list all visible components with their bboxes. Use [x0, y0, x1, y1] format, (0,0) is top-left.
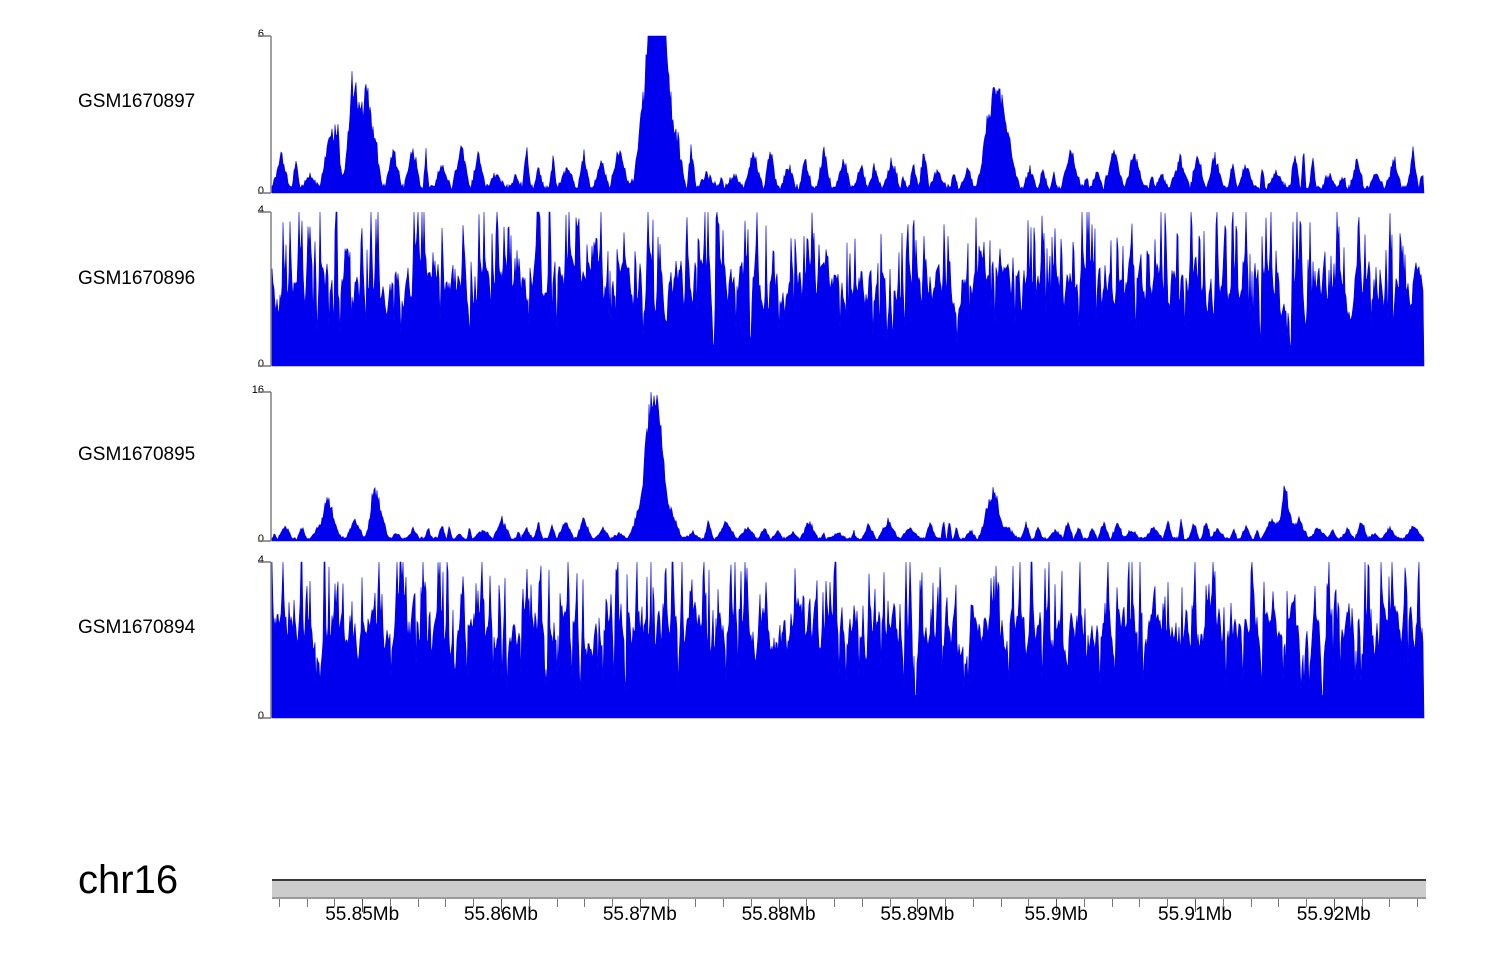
coverage-area-GSM1670897: [271, 35, 1425, 194]
track-label-GSM1670897: GSM1670897: [78, 91, 196, 112]
axis-tick-major: [1194, 899, 1196, 912]
axis-max-GSM1670895: 16: [251, 384, 264, 396]
y-axis-GSM1670897: [258, 35, 272, 194]
coverage-track-GSM1670895: [258, 391, 1425, 542]
axis-tick-label: 55.88Mb: [741, 904, 816, 925]
ideogram-bar: [272, 879, 1426, 899]
chromosome-label: chr16: [78, 858, 179, 902]
axis-tick-minor: [417, 899, 419, 907]
axis-tick-minor: [1250, 899, 1252, 907]
axis-tick-minor: [278, 899, 280, 907]
axis-tick-minor: [1222, 899, 1224, 907]
axis-tick-minor: [445, 899, 447, 907]
axis-max-GSM1670896: 4: [257, 204, 264, 216]
axis-tick-minor: [1139, 899, 1141, 907]
axis-tick-minor: [334, 899, 336, 907]
axis-tick-minor: [1083, 899, 1085, 907]
coverage-track-GSM1670896: [258, 211, 1425, 367]
track-label-GSM1670894: GSM1670894: [78, 617, 196, 638]
track-label-GSM1670896: GSM1670896: [78, 268, 196, 289]
axis-tick-major: [362, 899, 364, 912]
axis-tick-minor: [889, 899, 891, 907]
axis-tick-minor: [1306, 899, 1308, 907]
axis-tick-minor: [1417, 899, 1419, 907]
axis-tick-minor: [1000, 899, 1002, 907]
y-axis-GSM1670896: [258, 211, 272, 367]
axis-tick-major: [1333, 899, 1335, 912]
axis-tick-minor: [1167, 899, 1169, 907]
axis-tick-minor: [806, 899, 808, 907]
axis-min-GSM1670895: 0: [257, 533, 264, 545]
axis-max-GSM1670897: 6: [257, 28, 264, 40]
axis-tick-label: 55.92Mb: [1296, 904, 1371, 925]
y-axis-GSM1670894: [258, 561, 272, 719]
axis-tick-minor: [1278, 899, 1280, 907]
axis-tick-major: [639, 899, 641, 912]
axis-tick-minor: [1389, 899, 1391, 907]
axis-max-GSM1670894: 4: [257, 554, 264, 566]
y-axis-GSM1670895: [258, 391, 272, 542]
axis-tick-major: [1056, 899, 1058, 912]
axis-tick-minor: [750, 899, 752, 907]
track-label-GSM1670895: GSM1670895: [78, 444, 196, 465]
axis-tick-minor: [473, 899, 475, 907]
axis-tick-minor: [389, 899, 391, 907]
axis-tick-minor: [556, 899, 558, 907]
axis-tick-minor: [861, 899, 863, 907]
axis-tick-minor: [1361, 899, 1363, 907]
axis-tick-minor: [528, 899, 530, 907]
axis-tick-label: 55.9Mb: [1024, 904, 1088, 925]
coverage-area-GSM1670896: [271, 211, 1425, 367]
coverage-area-GSM1670895: [271, 391, 1425, 542]
axis-tick-minor: [1028, 899, 1030, 907]
axis-tick-minor: [972, 899, 974, 907]
coverage-area-GSM1670894: [271, 561, 1425, 719]
axis-min-GSM1670896: 0: [257, 358, 264, 370]
axis-tick-minor: [1111, 899, 1113, 907]
axis-tick-minor: [612, 899, 614, 907]
axis-tick-label: 55.89Mb: [880, 904, 955, 925]
axis-tick-major: [917, 899, 919, 912]
axis-tick-minor: [945, 899, 947, 907]
axis-tick-minor: [695, 899, 697, 907]
axis-tick-major: [778, 899, 780, 912]
axis-tick-label: 55.86Mb: [464, 904, 538, 925]
axis-tick-minor: [834, 899, 836, 907]
axis-tick-label: 55.91Mb: [1158, 904, 1232, 925]
axis-tick-minor: [306, 899, 308, 907]
axis-tick-minor: [584, 899, 586, 907]
axis-tick-minor: [667, 899, 669, 907]
axis-tick-minor: [723, 899, 725, 907]
axis-min-GSM1670894: 0: [257, 710, 264, 722]
coverage-track-GSM1670897: [258, 35, 1425, 194]
axis-tick-major: [501, 899, 502, 912]
axis-min-GSM1670897: 0: [257, 185, 264, 197]
coverage-track-GSM1670894: [258, 561, 1425, 719]
axis-tick-label: 55.85Mb: [325, 904, 400, 925]
axis-tick-label: 55.87Mb: [602, 904, 677, 925]
